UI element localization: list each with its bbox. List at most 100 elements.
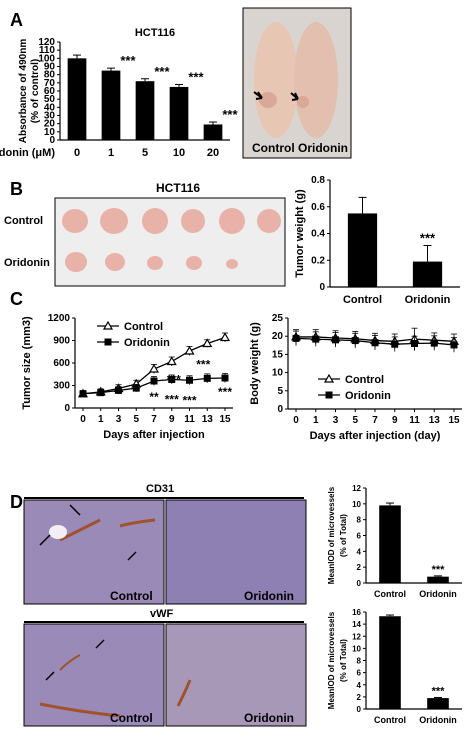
y-tick-label: 15 [272, 349, 284, 360]
y-tick-label: 12 [352, 484, 361, 493]
point-marker [371, 339, 379, 347]
y-tick-label: 0 [357, 579, 362, 588]
legend-label: Oridonin [345, 390, 391, 402]
point-marker [411, 339, 418, 347]
point-marker [430, 339, 438, 347]
point-marker [115, 386, 122, 394]
x-tick-label: 13 [429, 415, 441, 426]
x-tick-label: 9 [169, 414, 175, 425]
point-marker [351, 337, 359, 345]
bar [135, 81, 155, 140]
point-marker [79, 390, 87, 398]
y-tick-label: 2 [357, 693, 362, 702]
y-tick-label: 14 [352, 620, 361, 629]
point-marker [450, 341, 458, 349]
chart-d-vwf-quant: 0 2 4 6 8 10 12 14 16 MeanIOD of microvessels (% o… [327, 608, 462, 725]
y-tick-label: 0 [277, 404, 283, 415]
y-tick-label: 4 [357, 681, 362, 690]
point-marker [202, 338, 213, 348]
y-axis-label: Absorbance of 490nm [18, 39, 29, 144]
significance-label: *** [432, 685, 446, 697]
bar [427, 576, 449, 583]
y-tick-label: 2 [357, 563, 362, 572]
y-tick-label: 0.8 [311, 175, 325, 186]
point-marker [325, 391, 333, 399]
x-tick-label: 15 [448, 415, 460, 426]
x-tick-label: 1 [108, 147, 114, 159]
y-tick-label: 0.2 [311, 255, 325, 266]
y-tick-label: 100 [38, 53, 55, 64]
y-tick-label: 0 [319, 282, 325, 293]
x-tick-label: 3 [333, 415, 339, 426]
y-tick-label: 25 [272, 313, 284, 324]
legend-label: Control [124, 321, 163, 333]
y-tick-label: 1200 [48, 313, 71, 324]
x-tick-label: 1 [98, 414, 104, 425]
ihc-vwf-panel: vWF Control Oridonin [23, 608, 307, 727]
x-tick-label: 1 [313, 415, 319, 426]
x-axis-label: Days after injection (day) [310, 430, 441, 442]
panel-label-d: D [10, 492, 23, 512]
y-tick-label: 0.4 [311, 229, 325, 240]
bar [347, 213, 378, 287]
chart-title: HCT116 [135, 27, 175, 39]
y-tick-label: 6 [357, 532, 362, 541]
point-marker [104, 338, 112, 346]
x-tick-label: 7 [372, 415, 378, 426]
y-tick-label: 10 [352, 644, 361, 653]
point-marker [166, 356, 177, 366]
tumors-row-control: Control [4, 215, 43, 227]
x-tick-label: Oridonin [419, 589, 457, 599]
bar [379, 505, 401, 583]
x-tick-label: Control [374, 589, 406, 599]
x-tick-label: 5 [142, 147, 148, 159]
significance-label: *** [167, 373, 181, 387]
point-marker [186, 376, 193, 384]
y-tick-label: 70 [44, 78, 56, 89]
bar [203, 124, 223, 140]
y-tick-label: 16 [352, 608, 361, 617]
point-marker [97, 389, 105, 397]
legend-label: Oridonin [124, 337, 170, 349]
x-tick-label: 20 [207, 147, 219, 159]
legend-label: Control [345, 374, 384, 386]
x-tick-label: 9 [392, 415, 398, 426]
bar [101, 70, 121, 140]
x-tick-label: Oridonin [405, 294, 451, 306]
significance-label: *** [188, 69, 204, 84]
point-marker [219, 332, 231, 342]
y-tick-label: 8 [357, 657, 362, 666]
mice-control-label: Control [252, 141, 295, 155]
vwf-control-label: Control [110, 711, 153, 725]
point-marker [168, 376, 176, 383]
x-tick-label: 0 [80, 414, 86, 425]
significance-label: ** [149, 390, 159, 404]
point-marker [332, 336, 339, 344]
y-axis-label-unit: (% of Total) [339, 514, 348, 557]
point-marker [102, 320, 114, 330]
y-tick-label: 60 [44, 86, 56, 97]
y-tick-label: 600 [53, 358, 70, 369]
significance-label: *** [222, 107, 238, 122]
panel-label-c: C [10, 289, 23, 309]
x-axis-label: Oridonin (μM) [0, 147, 55, 159]
y-tick-label: 10 [352, 500, 361, 509]
y-tick-label: 4 [357, 547, 362, 556]
vwf-title: vWF [150, 608, 174, 620]
y-tick-label: 90 [44, 62, 56, 73]
x-tick-label: 11 [409, 415, 420, 426]
significance-label: *** [120, 53, 136, 68]
y-axis-label: MeanIOD of microvessels [327, 611, 336, 709]
cd31-oridonin-label: Oridonin [244, 589, 294, 603]
panel-label-a: A [10, 10, 23, 30]
significance-label: *** [182, 393, 196, 407]
x-tick-label: Oridonin [419, 715, 457, 725]
x-tick-label: 7 [151, 414, 157, 425]
tumors-row-oridonin: Oridonin [4, 257, 50, 269]
tumors-title: HCT116 [156, 181, 200, 195]
x-tick-label: 13 [202, 414, 214, 425]
bar [379, 616, 401, 709]
x-tick-label: 5 [352, 415, 358, 426]
point-marker [203, 374, 211, 382]
point-marker [312, 335, 320, 343]
